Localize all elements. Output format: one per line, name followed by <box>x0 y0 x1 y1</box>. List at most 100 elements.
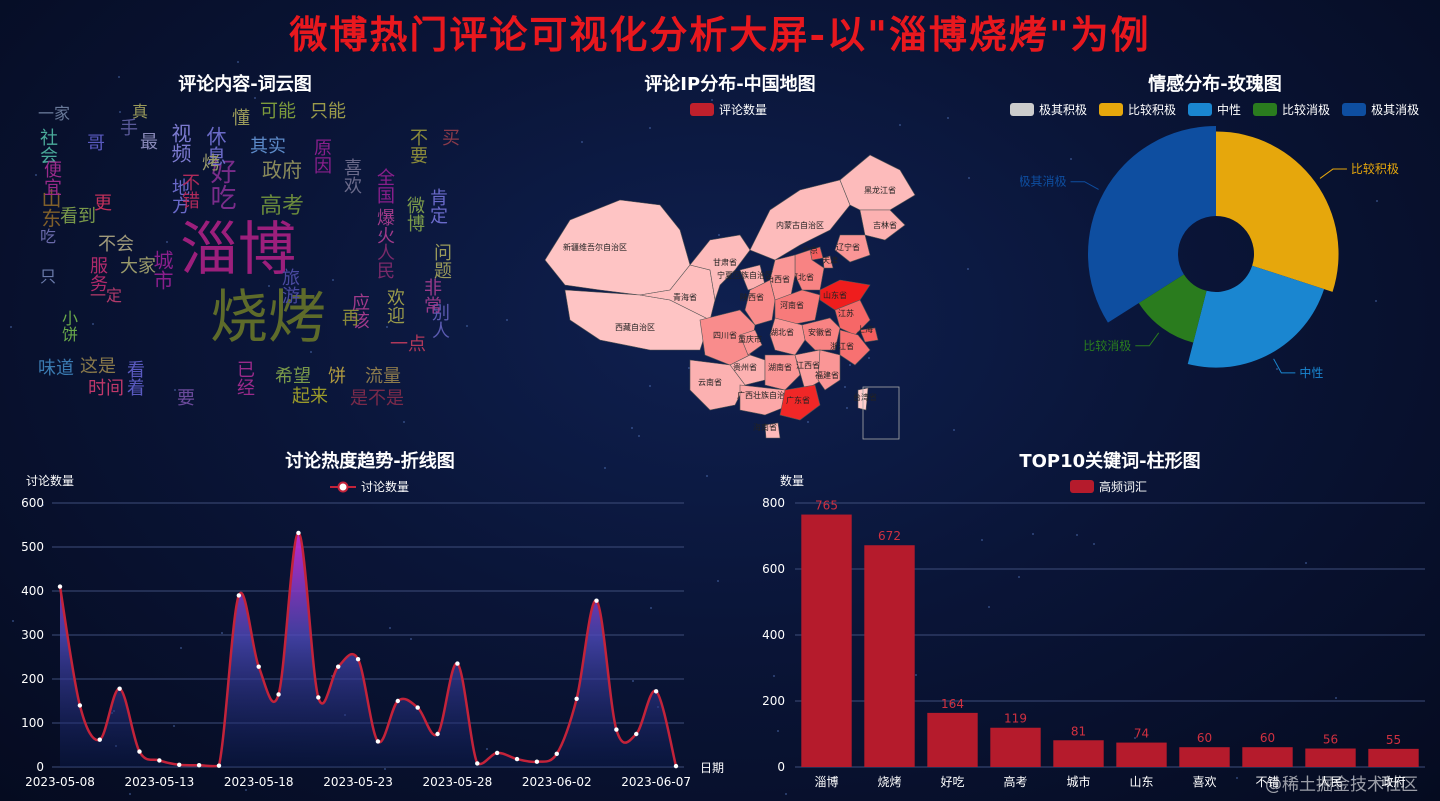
line-point[interactable] <box>614 727 619 732</box>
wordcloud-word: 不会 <box>98 234 134 255</box>
map-province[interactable] <box>859 327 879 343</box>
line-point[interactable] <box>514 756 520 762</box>
bar[interactable] <box>1368 748 1419 767</box>
line-point[interactable] <box>653 689 659 694</box>
line-point[interactable] <box>196 763 202 768</box>
map-province-label: 云南省 <box>698 377 722 387</box>
line-point[interactable] <box>296 530 301 536</box>
map-province[interactable] <box>834 234 871 263</box>
star <box>173 388 176 391</box>
line-point[interactable] <box>494 750 500 756</box>
map-province[interactable] <box>689 234 751 301</box>
line-point[interactable] <box>236 593 242 598</box>
star <box>631 680 634 683</box>
line-point[interactable] <box>574 696 579 701</box>
line-point[interactable] <box>554 751 559 756</box>
rose-legend-item[interactable]: 比较积极 <box>1099 101 1176 118</box>
bar[interactable] <box>864 545 915 767</box>
map-province[interactable] <box>839 154 916 211</box>
line-point[interactable] <box>157 758 162 763</box>
map-province[interactable] <box>794 349 823 391</box>
bar-ytick-label: 800 <box>762 496 785 510</box>
map-province[interactable] <box>739 384 791 416</box>
rose-slice[interactable] <box>1216 131 1339 292</box>
bar[interactable] <box>927 712 978 767</box>
star <box>980 538 983 541</box>
line-point[interactable] <box>117 686 122 691</box>
map-province[interactable] <box>839 329 871 366</box>
wordcloud-word: 欢迎 <box>384 288 405 324</box>
line-ytick-label: 400 <box>21 584 44 598</box>
wordcloud-word: 一家 <box>38 104 71 123</box>
line-point[interactable] <box>673 763 679 769</box>
rose-legend-item[interactable]: 极其积极 <box>1010 101 1087 118</box>
bar-legend[interactable]: 高频词汇 <box>1070 478 1147 495</box>
map-province-label: 河南省 <box>780 300 804 310</box>
bar-category-label: 人民 <box>1318 775 1342 789</box>
line-point[interactable] <box>276 692 281 697</box>
line-point[interactable] <box>455 661 460 666</box>
map-province[interactable] <box>794 249 825 291</box>
map-province[interactable] <box>764 422 781 439</box>
rose-legend-item[interactable]: 中性 <box>1188 101 1241 118</box>
map-province[interactable] <box>749 179 851 261</box>
line-xlabel: 日期 <box>700 761 724 775</box>
bar[interactable] <box>1179 747 1230 767</box>
line-point[interactable] <box>534 759 540 764</box>
china-map: 新疆维吾尔自治区西藏自治区青海省甘肃省内蒙古自治区黑龙江省吉林省辽宁省北京天津河… <box>544 154 916 440</box>
bar[interactable] <box>1053 740 1104 767</box>
line-point[interactable] <box>137 749 142 754</box>
map-province[interactable] <box>764 354 801 391</box>
map-legend[interactable]: 评论数量 <box>690 101 767 118</box>
line-point[interactable] <box>634 731 639 737</box>
map-province[interactable] <box>779 384 821 421</box>
bar[interactable] <box>1116 742 1167 767</box>
line-point[interactable] <box>375 739 381 744</box>
map-province[interactable] <box>822 255 834 269</box>
star <box>380 235 383 238</box>
star <box>385 325 388 328</box>
map-province[interactable] <box>739 329 763 356</box>
line-point[interactable] <box>415 705 420 710</box>
line-point[interactable] <box>475 761 480 766</box>
star <box>42 504 45 507</box>
line-point[interactable] <box>594 598 599 603</box>
line-legend[interactable]: 讨论数量 <box>330 478 409 495</box>
map-province[interactable] <box>834 299 871 336</box>
bar-chart: 0 200 400 600 800 数量 765 淄博 672 烧烤 164 好吃 119 高考 81 城市 7… <box>762 473 1425 789</box>
bar[interactable] <box>990 727 1041 767</box>
bar[interactable] <box>1242 747 1293 767</box>
line-point[interactable] <box>97 737 102 742</box>
wordcloud-word: 非常 <box>421 278 442 314</box>
line-point[interactable] <box>57 584 63 589</box>
line-point[interactable] <box>316 695 321 700</box>
line-point[interactable] <box>177 762 182 767</box>
line-point[interactable] <box>77 703 83 708</box>
line-ylabel: 讨论数量 <box>26 473 74 488</box>
line-point[interactable] <box>335 664 341 669</box>
map-province[interactable] <box>689 359 746 411</box>
line-point[interactable] <box>256 664 261 669</box>
star <box>180 646 183 649</box>
rose-slice[interactable] <box>1088 126 1216 323</box>
line-point[interactable] <box>355 657 361 662</box>
map-province[interactable] <box>817 349 841 391</box>
map-province[interactable] <box>859 209 906 241</box>
bar-ytick-label: 400 <box>762 628 785 642</box>
bar[interactable] <box>1305 748 1356 767</box>
watermark: @稀土掘金技术社区 <box>1265 775 1418 795</box>
rose-slice[interactable] <box>1138 274 1207 343</box>
line-point[interactable] <box>435 731 440 737</box>
map-province[interactable] <box>744 279 776 326</box>
rose-slice[interactable] <box>1187 265 1325 368</box>
rose-legend-item[interactable]: 比较消极 <box>1253 101 1330 118</box>
rose-legend-item[interactable]: 极其消极 <box>1342 101 1419 118</box>
star <box>119 110 122 113</box>
bar-legend-swatch <box>1070 480 1094 493</box>
wordcloud-word: 起来 <box>292 386 328 407</box>
dashboard-title: 微博热门评论可视化分析大屏-以"淄博烧烤"为例 <box>289 12 1151 57</box>
star <box>711 98 714 101</box>
line-point[interactable] <box>216 763 222 768</box>
bar[interactable] <box>801 514 852 767</box>
line-point[interactable] <box>395 698 401 704</box>
